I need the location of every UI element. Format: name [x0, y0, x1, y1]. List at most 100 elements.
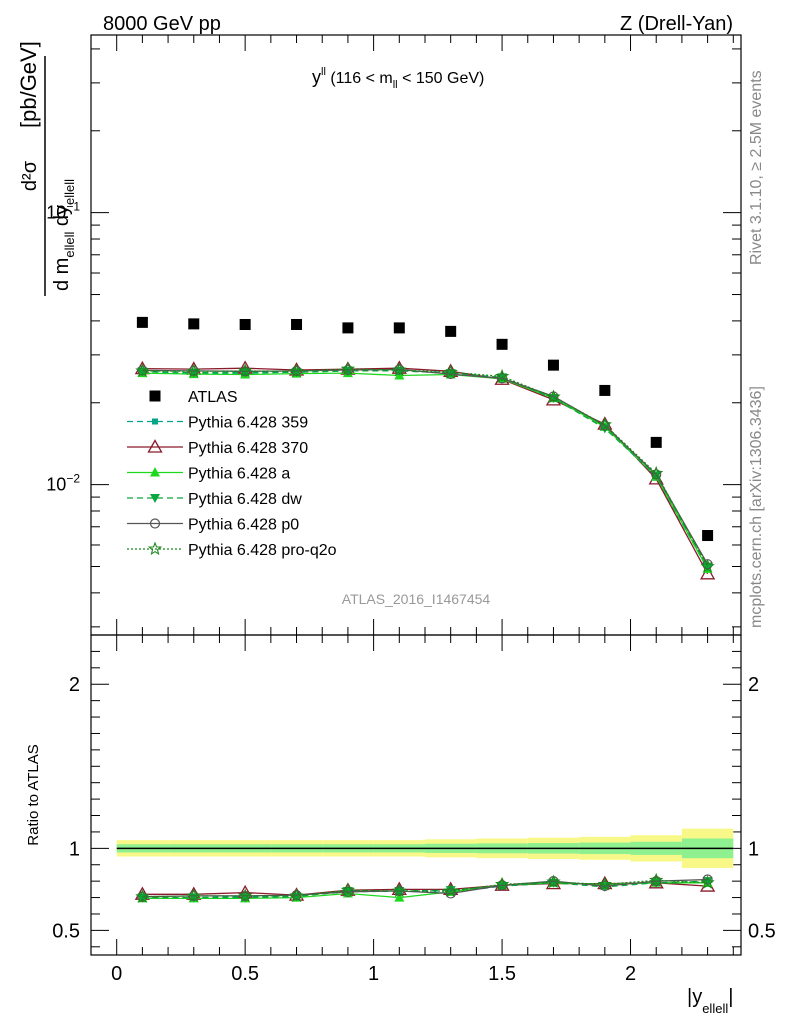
ratio-point-pq2o — [700, 875, 715, 889]
legend-marker-p370 — [147, 439, 163, 453]
ratio-xtick-label-2: 1 — [368, 963, 379, 985]
ratio-point-pq2o — [392, 883, 407, 898]
legend-label-pdw: Pythia 6.428 dw — [188, 491, 302, 508]
ratio-point-pp0 — [342, 886, 354, 897]
main-ylabel-unit: [pb/GeV] — [16, 41, 41, 128]
ratio-point-pp0 — [651, 876, 662, 887]
main-point-pq2o — [237, 363, 253, 377]
ratio-point-pp0 — [496, 880, 508, 891]
main-point-atlas — [702, 530, 714, 542]
ratio-point-pq2o — [237, 888, 253, 903]
ratio-point-pa — [394, 892, 405, 902]
main-point-pp0 — [651, 469, 662, 480]
ratio-point-pq2o — [649, 872, 664, 887]
main-point-atlas — [547, 359, 559, 371]
main-point-pq2o — [340, 361, 356, 376]
main-point-atlas — [496, 338, 508, 350]
ratio-ytick-label-left-2: 2 — [69, 674, 80, 696]
ratio-xlabel: |yellell| — [687, 986, 733, 1016]
main-ylabel-den-sub2: ellell — [62, 179, 77, 205]
ratio-point-pq2o — [597, 876, 612, 891]
legend-marker-pp0 — [149, 518, 161, 529]
ratio-xtick-label-0: 0 — [111, 963, 122, 985]
main-point-atlas — [239, 318, 251, 330]
ratio-ylabel: Ratio to ATLAS — [25, 744, 42, 845]
header-right: Z (Drell-Yan) — [620, 13, 733, 35]
main-point-pq2o — [289, 363, 304, 378]
main-title-range-b: < 150 GeV) — [398, 70, 485, 87]
main-ytick-label-base: 10 — [46, 203, 66, 223]
main-ylabel-den-sub1: ellell — [62, 232, 77, 258]
ratio-ytick-label-right-2: 2 — [748, 674, 759, 696]
legend-label-pq2o: Pythia 6.428 pro-q2o — [188, 542, 337, 559]
ratio-point-pdw — [137, 893, 148, 903]
mcplots-label: mcplots.cern.ch [arXiv:1306.3436] — [748, 386, 765, 628]
main-ylabel-den: d mellell dyellell — [51, 179, 77, 291]
main-point-pq2o — [546, 389, 561, 404]
legend-label-atlas: ATLAS — [188, 389, 238, 406]
ratio-point-pp0 — [599, 880, 610, 892]
ratio-xlabel-end: | — [728, 986, 733, 1008]
ratio-point-pq2o — [546, 874, 561, 889]
main-point-p370 — [699, 566, 716, 580]
legend-label-pp0: Pythia 6.428 p0 — [188, 517, 299, 534]
legend-label-p359: Pythia 6.428 359 — [188, 415, 308, 432]
main-title-range-sub: ll — [393, 79, 398, 91]
main-point-pq2o — [135, 363, 150, 377]
legend: ATLAS Pythia 6.428 359 Pythia 6.428 370 Pyt… — [127, 389, 337, 559]
main-point-atlas — [445, 325, 457, 337]
main-point-pq2o — [443, 364, 458, 379]
main-ytick-label-1: 10−2 — [46, 472, 80, 495]
rivet-label: Rivet 3.1.10, ≥ 2.5M events — [748, 70, 765, 265]
main-ytick-label-exp: −2 — [66, 472, 80, 486]
main-ytick-label-exp: −1 — [66, 200, 80, 214]
main-plot-area: 10−110−2 — [46, 35, 741, 635]
ratio-series-line-pa — [142, 882, 708, 900]
ratio-ytick-label-left-1: 1 — [69, 838, 80, 860]
main-series-line-pa — [142, 372, 709, 570]
main-point-pp0 — [240, 366, 251, 377]
legend-marker-pdw — [150, 494, 160, 503]
ratio-plot-area: 0 0.5 1 1.5 2 0.5 0.5 1 1 2 2 — [52, 635, 776, 985]
ratio-point-pq2o — [186, 888, 201, 903]
main-ytick-label-0: 10−1 — [46, 200, 80, 223]
main-ytick-label-base: 10 — [46, 475, 66, 495]
ratio-series-line-p370 — [142, 882, 708, 896]
legend-marker-pq2o — [147, 541, 163, 556]
header-left: 8000 GeV pp — [103, 13, 221, 35]
main-point-atlas — [188, 318, 200, 330]
main-title-range-a: (116 < m — [326, 70, 393, 87]
main-point-pq2o — [392, 362, 407, 376]
legend-marker-p359 — [152, 418, 158, 425]
ratio-series-line-pp0 — [142, 878, 708, 898]
ratio-xlabel-sub: ellell — [702, 1001, 728, 1016]
main-point-atlas — [342, 322, 354, 334]
main-point-atlas — [136, 316, 148, 328]
legend-marker-atlas — [149, 390, 161, 402]
ratio-xtick-label-3: 1.5 — [488, 963, 516, 985]
main-ylabel-den-a: d m — [51, 258, 73, 291]
ratio-xtick-label-1: 0.5 — [231, 963, 259, 985]
ratio-panel-frame — [90, 634, 742, 956]
main-point-atlas — [393, 322, 405, 334]
ratio-ytick-label-right-1: 1 — [748, 838, 759, 860]
main-ylabel: [pb/GeV] d²σ d mellell dyellell — [16, 41, 77, 296]
ratio-point-pq2o — [443, 883, 458, 898]
ratio-point-pq2o — [135, 889, 150, 903]
main-point-atlas — [650, 436, 662, 448]
main-point-pq2o — [597, 417, 612, 431]
main-point-atlas — [291, 318, 303, 330]
main-point-pp0 — [342, 364, 354, 376]
ratio-point-pq2o — [494, 876, 510, 891]
ratio-point-pp0 — [445, 888, 456, 899]
main-title-sup: ll — [321, 66, 326, 78]
legend-label-p370: Pythia 6.428 370 — [188, 440, 308, 457]
ratio-point-pp0 — [702, 874, 713, 885]
main-point-pp0 — [445, 368, 456, 380]
main-point-pq2o — [494, 368, 510, 383]
main-point-pq2o — [700, 558, 715, 573]
ratio-xtick-label-4: 2 — [625, 963, 636, 985]
main-ylabel-num: d²σ — [19, 160, 41, 191]
ratio-point-pq2o — [340, 882, 356, 897]
